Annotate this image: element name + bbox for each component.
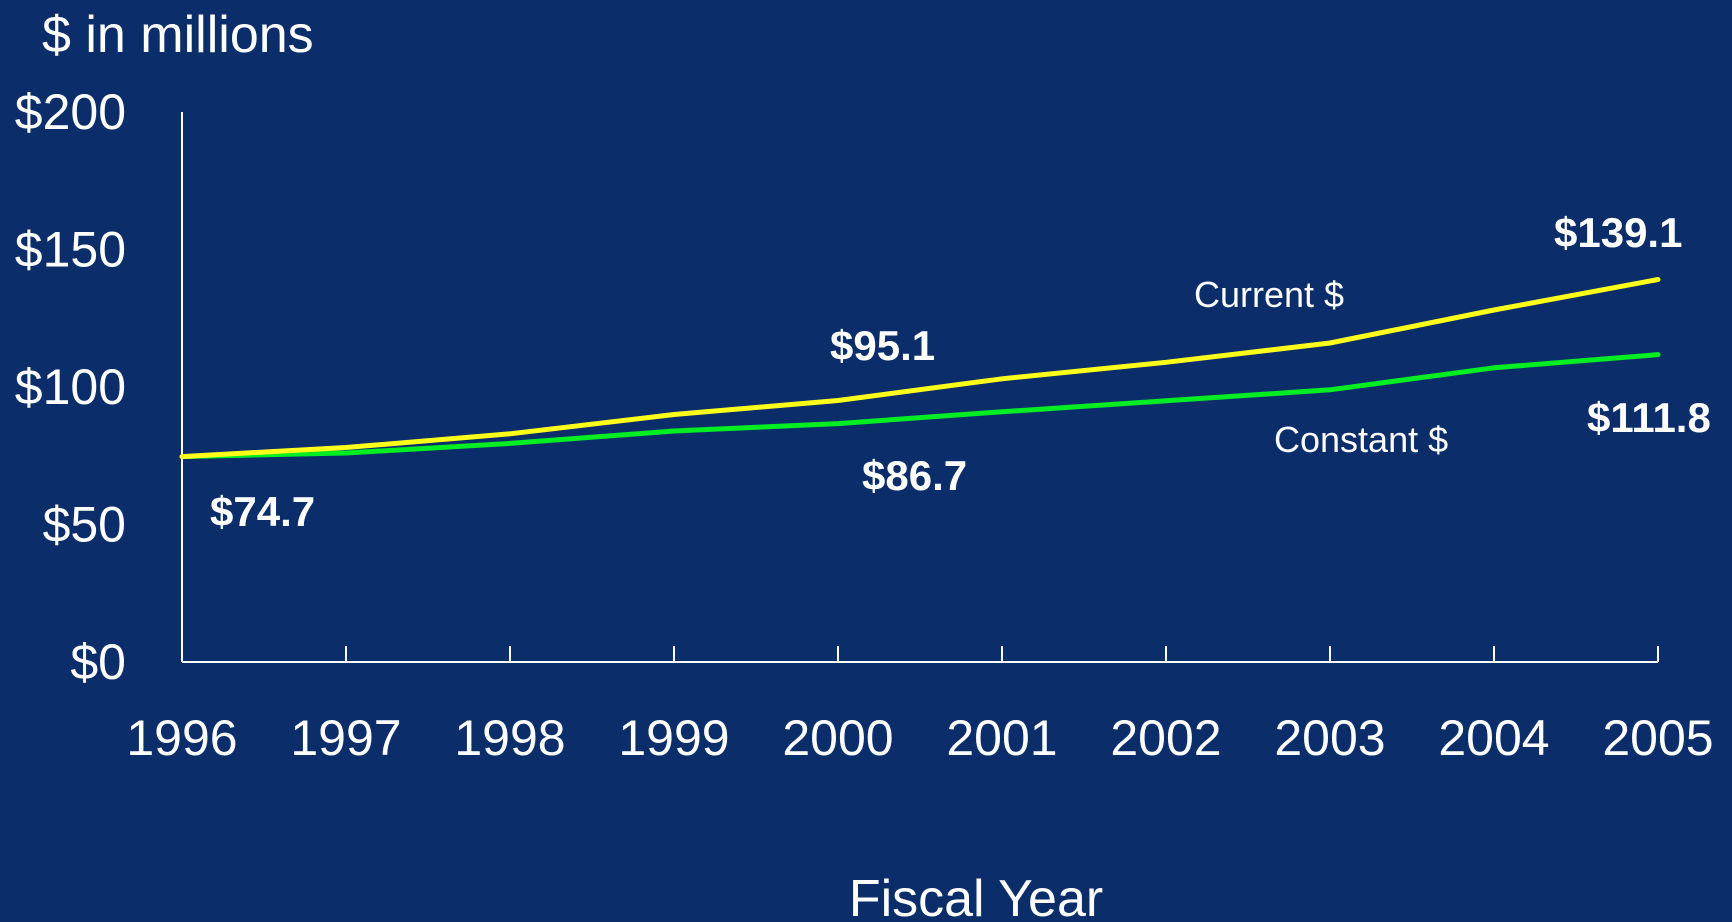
series-lines <box>179 277 1661 460</box>
constant-dollars-label: Constant $ <box>1274 419 1448 460</box>
current-dollars-label: Current $ <box>1194 274 1344 315</box>
x-tick-label: 2000 <box>782 710 893 766</box>
data-label: $95.1 <box>830 322 935 369</box>
x-axis-title: Fiscal Year <box>849 870 1103 922</box>
x-tick-label: 2003 <box>1274 710 1385 766</box>
x-tick-label: 2002 <box>1110 710 1221 766</box>
y-tick-label: $150 <box>15 222 126 278</box>
x-tick-label: 2001 <box>946 710 1057 766</box>
data-label: $111.8 <box>1587 394 1711 441</box>
x-tick-label: 2005 <box>1602 710 1713 766</box>
x-tick-label: 1999 <box>618 710 729 766</box>
axes: $0 $50 $100 $150 $200 1996 1997 1998 1999 2000 200… <box>15 84 1714 766</box>
data-label: $86.7 <box>862 452 967 499</box>
data-label: $139.1 <box>1554 209 1682 256</box>
y-tick-label: $50 <box>43 497 126 553</box>
y-tick-label: $100 <box>15 359 126 415</box>
x-tick-label: 1997 <box>290 710 401 766</box>
data-label: $74.7 <box>210 488 315 535</box>
x-tick-label: 2004 <box>1438 710 1549 766</box>
y-axis-title: $ in millions <box>42 6 314 64</box>
constant-dollars-line <box>179 352 1661 460</box>
x-tick-label: 1998 <box>454 710 565 766</box>
x-tick-label: 1996 <box>126 710 237 766</box>
y-tick-label: $200 <box>15 84 126 140</box>
data-labels: $74.7 $95.1 $139.1 $86.7 $111.8 Current $ Cons… <box>210 209 1711 535</box>
y-tick-label: $0 <box>70 634 126 690</box>
current-dollars-line <box>179 277 1661 460</box>
